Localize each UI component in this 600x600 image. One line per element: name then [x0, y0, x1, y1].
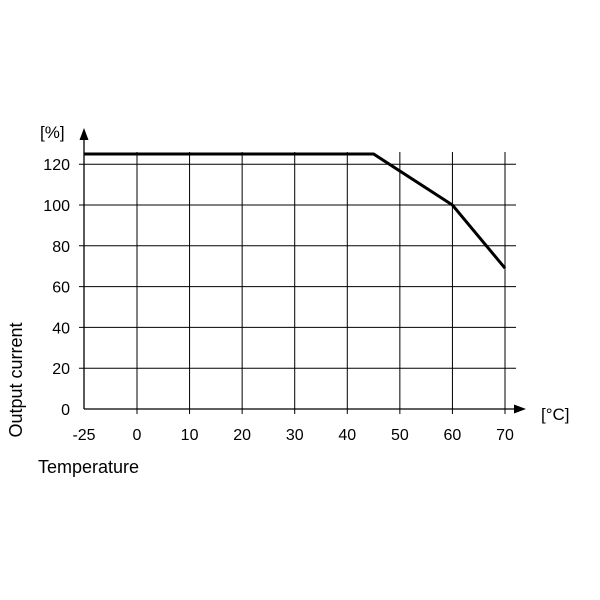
x-axis-arrow	[514, 404, 526, 414]
y-tick-label: 100	[43, 198, 70, 215]
y-axis-arrow	[79, 128, 89, 140]
x-tick-label: 50	[391, 427, 409, 444]
y-tick-label: 20	[52, 361, 70, 378]
y-unit-label: [%]	[40, 123, 65, 142]
grid	[79, 152, 516, 414]
x-axis-title: Temperature	[38, 457, 139, 477]
x-tick-label: 70	[496, 427, 514, 444]
y-tick-label: 60	[52, 280, 70, 297]
series-line	[84, 152, 507, 270]
y-tick-labels: 0 20 40 60 80 100 120	[43, 157, 70, 419]
axes	[79, 128, 526, 414]
x-tick-label: 40	[338, 427, 356, 444]
x-tick-label: 20	[233, 427, 251, 444]
x-tick-label: 30	[286, 427, 304, 444]
y-axis-title: Output current	[6, 322, 26, 437]
y-tick-label: 40	[52, 320, 70, 337]
y-tick-label: 80	[52, 239, 70, 256]
x-tick-label: 0	[133, 427, 142, 444]
y-tick-label: 120	[43, 157, 70, 174]
x-tick-labels: -25 0 10 20 30 40 50 60 70	[72, 427, 514, 444]
x-unit-label: [°C]	[541, 405, 570, 424]
x-tick-label: 10	[181, 427, 199, 444]
y-tick-label: 0	[61, 402, 70, 419]
x-tick-label: 60	[444, 427, 462, 444]
x-tick-label: -25	[72, 427, 95, 444]
series	[84, 152, 507, 270]
